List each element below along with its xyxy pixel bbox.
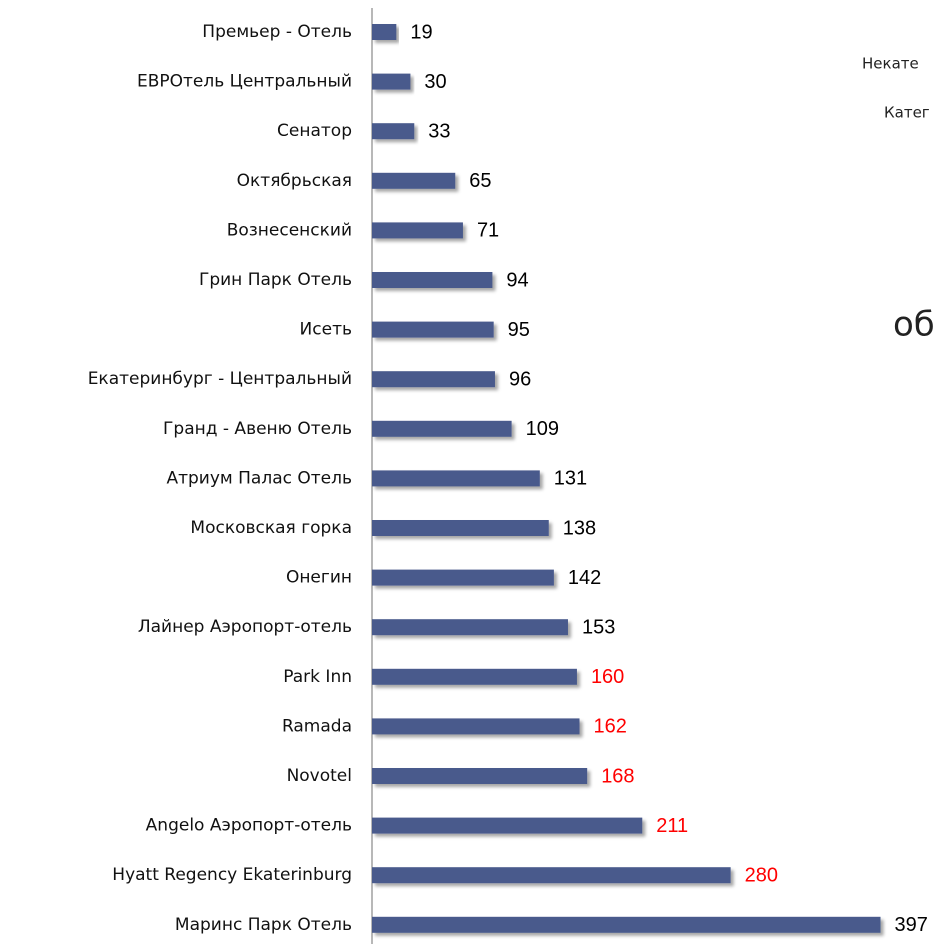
category-label: Вознесенский bbox=[227, 220, 352, 240]
value-label: 397 bbox=[895, 914, 928, 936]
bar bbox=[372, 718, 580, 735]
bar bbox=[372, 768, 588, 784]
category-label: Hyatt Regency Ekaterinburg bbox=[112, 865, 352, 885]
bar bbox=[372, 619, 568, 636]
value-label: 19 bbox=[410, 21, 432, 43]
bar bbox=[372, 73, 411, 90]
bar bbox=[372, 470, 540, 487]
value-label: 65 bbox=[469, 170, 491, 192]
annotation: Катег bbox=[884, 104, 930, 122]
bar bbox=[372, 668, 577, 685]
category-label: Грин Парк Отель bbox=[199, 270, 352, 290]
value-label: 96 bbox=[509, 368, 531, 390]
value-label: 142 bbox=[568, 567, 601, 589]
bar bbox=[372, 817, 643, 834]
bar bbox=[372, 24, 397, 40]
value-label: 30 bbox=[424, 71, 446, 93]
category-label: Екатеринбург - Центральный bbox=[88, 369, 352, 389]
category-label: Исеть bbox=[300, 320, 352, 340]
value-label: 131 bbox=[554, 468, 587, 490]
bar bbox=[372, 272, 493, 288]
bar bbox=[372, 123, 415, 140]
bar bbox=[372, 371, 495, 388]
category-label: ЕВРОтель Центральный bbox=[137, 72, 352, 92]
bar bbox=[372, 321, 494, 338]
category-label: Park Inn bbox=[283, 667, 352, 687]
category-label: Novotel bbox=[287, 766, 352, 786]
category-label: Московская горка bbox=[190, 518, 352, 538]
bar bbox=[372, 420, 512, 437]
category-label: Маринс Парк Отель bbox=[175, 915, 352, 935]
value-label: 138 bbox=[563, 517, 596, 539]
value-label: 33 bbox=[428, 120, 450, 142]
bar bbox=[372, 520, 549, 536]
annotation: об bbox=[893, 305, 935, 345]
category-label: Сенатор bbox=[277, 121, 352, 141]
category-label: Angelo Аэропорт-отель bbox=[146, 816, 352, 836]
category-label: Премьер - Отель bbox=[202, 22, 352, 42]
value-label: 211 bbox=[656, 815, 688, 837]
value-label: 168 bbox=[601, 765, 634, 787]
category-label: Ramada bbox=[282, 716, 352, 736]
category-label: Гранд - Авеню Отель bbox=[163, 419, 352, 439]
value-label: 160 bbox=[591, 666, 624, 688]
value-label: 153 bbox=[582, 616, 615, 638]
category-label: Атриум Палас Отель bbox=[166, 468, 352, 488]
bar bbox=[372, 916, 881, 933]
annotation: Некате bbox=[862, 55, 919, 73]
category-label: Лайнер Аэропорт-отель bbox=[138, 617, 352, 637]
bar bbox=[372, 569, 554, 586]
bar bbox=[372, 867, 731, 884]
value-label: 280 bbox=[745, 864, 778, 886]
value-label: 109 bbox=[526, 418, 559, 440]
value-label: 71 bbox=[477, 220, 499, 242]
value-label: 95 bbox=[508, 319, 530, 341]
value-label: 162 bbox=[594, 716, 627, 738]
bar bbox=[372, 172, 456, 189]
category-label: Онегин bbox=[286, 568, 352, 588]
category-label: Октябрьская bbox=[237, 171, 352, 191]
value-label: 94 bbox=[506, 269, 528, 291]
bar bbox=[372, 222, 463, 239]
